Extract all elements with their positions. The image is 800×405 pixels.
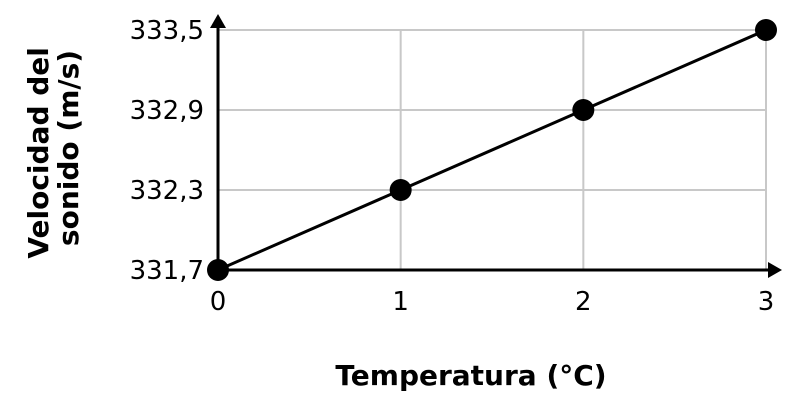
data-point xyxy=(572,99,595,121)
series xyxy=(207,19,777,281)
y-tick-label: 333,5 xyxy=(130,16,204,46)
data-point xyxy=(389,179,412,201)
y-axis-title-line-2: sonido (m/s) xyxy=(52,50,85,246)
series-points xyxy=(207,19,777,281)
y-tick-label: 332,3 xyxy=(130,176,204,206)
y-tick-label: 332,9 xyxy=(130,96,204,126)
gridlines xyxy=(218,29,767,270)
x-axis-arrow-icon xyxy=(768,262,782,278)
data-point xyxy=(755,19,777,41)
series-line xyxy=(217,28,767,272)
x-tick-label: 0 xyxy=(210,287,227,317)
y-tick-label: 331,7 xyxy=(130,256,204,286)
axes xyxy=(210,14,782,278)
y-tick-labels: 331,7 332,3 332,9 333,5 xyxy=(130,16,204,286)
x-tick-label: 2 xyxy=(575,287,592,317)
x-tick-labels: 0 1 2 3 xyxy=(210,287,775,317)
x-tick-label: 3 xyxy=(758,287,775,317)
y-axis-title-line-1: Velocidad del xyxy=(22,47,55,259)
y-axis-title: Velocidad del sonido (m/s) xyxy=(22,37,85,258)
x-axis-title: Temperatura (°C) xyxy=(335,359,606,392)
x-tick-label: 1 xyxy=(392,287,409,317)
y-axis-arrow-icon xyxy=(210,14,226,28)
data-point xyxy=(207,259,229,281)
